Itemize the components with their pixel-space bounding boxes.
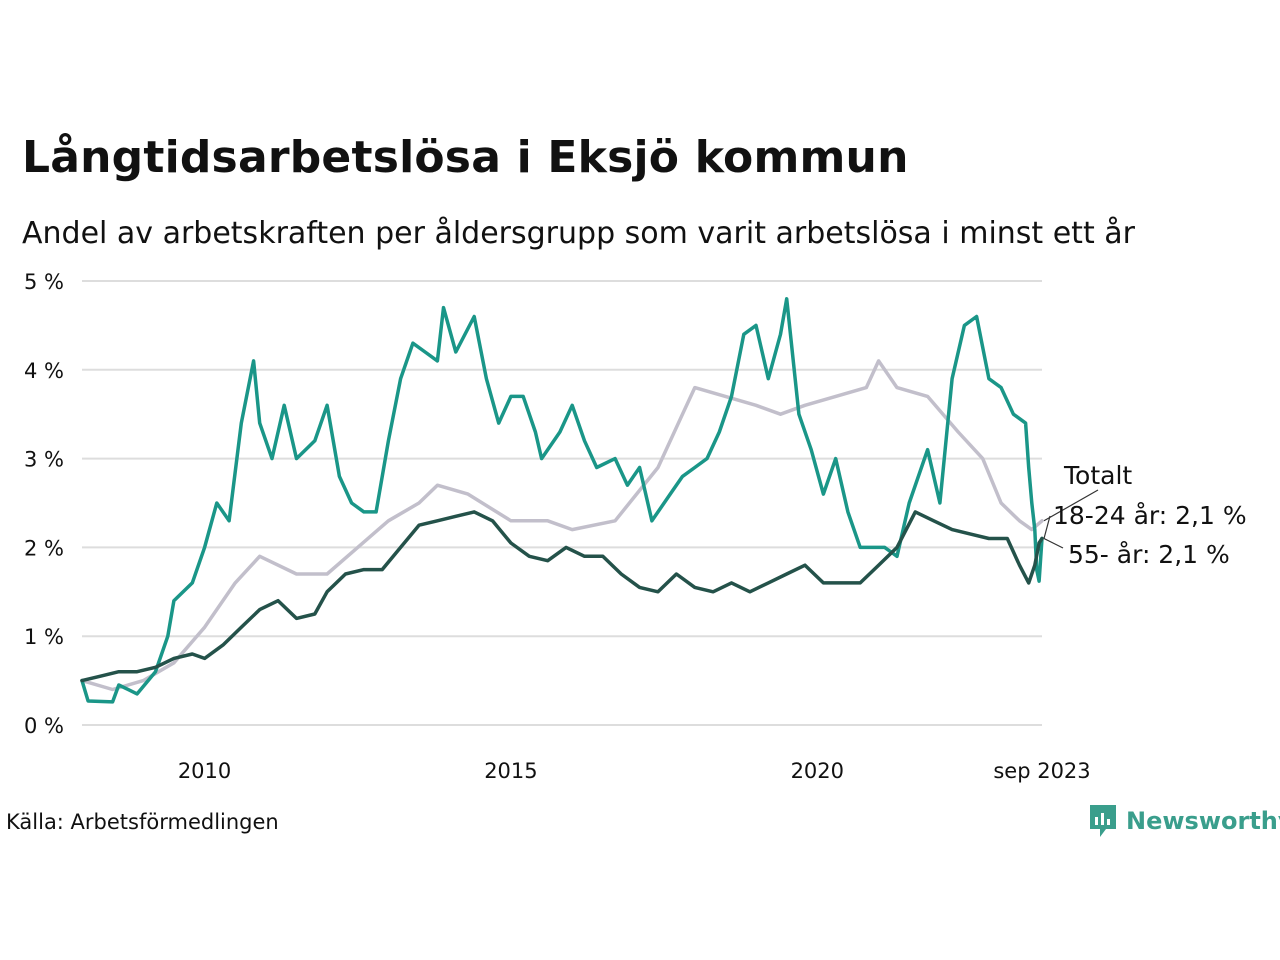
x-tick-label: sep 2023 (993, 759, 1090, 783)
series-end-label: Totalt (1063, 461, 1132, 490)
y-tick-label: 2 % (24, 536, 64, 560)
source-note: Källa: Arbetsförmedlingen (6, 810, 279, 834)
brand-name: Newsworthy (1126, 807, 1280, 835)
y-tick-label: 0 % (24, 714, 64, 738)
line-chart: 0 %1 %2 %3 %4 %5 % 2010 2015 2020 sep 2023 … (24, 270, 1247, 783)
label-leader-line (1043, 537, 1064, 549)
y-tick-label: 1 % (24, 625, 64, 649)
grid-lines (82, 280, 1042, 726)
y-tick-label: 4 % (24, 359, 64, 383)
series-lines (80, 297, 1044, 704)
x-tick-label: 2010 (178, 759, 231, 783)
x-tick-label: 2020 (791, 759, 844, 783)
x-tick-label: 2015 (484, 759, 537, 783)
label-leader-line (1043, 515, 1051, 539)
series-line-18-24-r (80, 297, 1044, 704)
label-leader-line (1043, 489, 1099, 522)
newsworthy-logo-icon (1090, 805, 1116, 837)
chart-subtitle: Andel av arbetskraften per åldersgrupp s… (22, 216, 1135, 251)
chart-title: Långtidsarbetslösa i Eksjö kommun (22, 132, 909, 183)
y-tick-label: 3 % (24, 448, 64, 472)
y-tick-label: 5 % (24, 270, 64, 294)
series-line-55-r (80, 510, 1044, 683)
series-end-label: 18-24 år: 2,1 % (1053, 501, 1247, 530)
x-axis-ticks: 2010 2015 2020 sep 2023 (178, 759, 1091, 783)
brand-logo[interactable]: Newsworthy (1088, 803, 1280, 839)
series-end-label: 55- år: 2,1 % (1068, 540, 1230, 569)
series-labels: Totalt 18-24 år: 2,1 % 55- år: 2,1 % (1043, 461, 1247, 569)
series-line-totalt (80, 359, 1044, 692)
y-axis-ticks: 0 % 1 % 2 % 3 % 4 % 5 % (24, 270, 64, 738)
